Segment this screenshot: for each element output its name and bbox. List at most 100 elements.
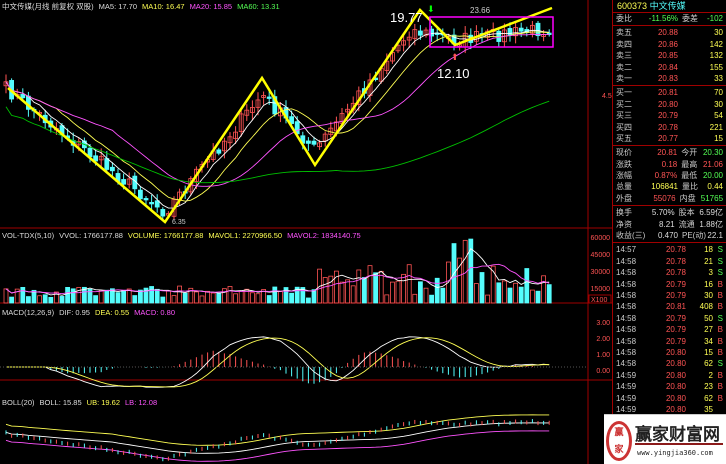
vvol-label: VVOL: 1766177.88 <box>59 231 123 240</box>
tick-row-cell: 14:58 <box>616 336 637 346</box>
weicha-label: 委差 <box>682 14 698 23</box>
vol-header: VOL-TDX(5,10) VVOL: 1766177.88 VOLUME: 176… <box>2 231 366 240</box>
fundamental-row-cell: PE(动) <box>682 231 706 241</box>
stat-row: 现价 20.81 今开 20.30 <box>613 147 726 158</box>
dea-line <box>6 337 550 388</box>
fundamental-row-cell: 5.70% <box>651 208 675 218</box>
tick-row-cell: 20.79 <box>665 325 686 335</box>
volume-bar <box>70 288 76 304</box>
tick-row: 14:58 20.79 34 B <box>613 336 726 347</box>
stat-row: 外盘 55076 内盘 51765 <box>613 193 726 204</box>
volume-bar <box>501 280 507 304</box>
volume-bar <box>182 292 188 304</box>
volume-bar <box>98 290 104 304</box>
volume-bar <box>233 293 239 304</box>
candle-down <box>507 28 513 36</box>
mavol2-line <box>5 263 550 295</box>
weibi-row: 委比 -11.56% 委差 -102 <box>613 13 726 24</box>
tick-row-cell: 15 <box>704 347 713 357</box>
fundamental-row-cell: 净资 <box>616 219 632 229</box>
fundamental-row-cell: 6.59亿 <box>699 208 723 218</box>
volume-axis-tick: 30000 <box>591 269 611 276</box>
buy-level-cell: 买四 <box>616 122 632 132</box>
macd-axis-tick: 0.00 <box>596 368 610 375</box>
volume-bar <box>445 261 451 304</box>
candle-down <box>305 140 311 144</box>
volume-bar <box>132 295 138 304</box>
volume-unit-box <box>588 294 612 304</box>
volume-bar <box>384 294 390 304</box>
volume-bar <box>524 268 530 304</box>
brand-name: 赢家财富网 <box>635 425 720 444</box>
tick-row: 14:58 20.78 21 S <box>613 256 726 267</box>
stock-title[interactable]: 600373 中文传媒 <box>613 0 726 13</box>
tick-row: 14:59 20.80 2 B <box>613 370 726 381</box>
tick-row-cell: 14:59 <box>616 370 637 380</box>
macd-axis-tick: 3.00 <box>596 320 610 327</box>
volume-bar <box>137 289 143 304</box>
volume-bar <box>165 290 171 304</box>
high-label: 19.77 <box>390 10 423 25</box>
tick-row: 14:59 20.80 23 B <box>613 381 726 392</box>
tick-row-cell: 34 <box>704 336 713 346</box>
buy-level-cell: 20.79 <box>657 111 678 121</box>
tick-row-cell: 14:58 <box>616 268 637 278</box>
stat-row-cell: 106841 <box>651 182 678 192</box>
volume-label: VOLUME: 1766177.88 <box>127 231 204 240</box>
candle-up <box>227 136 233 144</box>
stat-row: 涨跌 0.18 最高 21.06 <box>613 159 726 170</box>
candle-down <box>518 27 524 32</box>
candle-down <box>266 96 272 99</box>
sell-level-cell: 卖五 <box>616 28 632 38</box>
buy-level-cell: 20.78 <box>657 122 678 132</box>
stat-row-cell: 涨幅 <box>616 171 632 181</box>
fundamental-row-cell: 0.470 <box>657 231 678 241</box>
tick-row-cell: 14:59 <box>616 393 637 403</box>
volume-bar <box>546 284 552 304</box>
volume-bar <box>104 289 110 304</box>
volume-bar <box>65 287 70 304</box>
mavol2-label: MAVOL2: 1834140.75 <box>287 231 361 240</box>
tick-row-cell: 3 <box>708 268 713 278</box>
stat-row-cell: 20.00 <box>702 171 724 181</box>
fundamental-row-cell: 8.21 <box>659 219 675 229</box>
tick-row-cell: 20.80 <box>665 347 686 357</box>
sell-level: 卖五 20.88 30 <box>613 27 726 38</box>
tick-row-cell: B <box>717 325 723 335</box>
stat-row-cell: 0.87% <box>654 171 678 181</box>
tick-row-cell: 20.80 <box>665 382 686 392</box>
ma10-line <box>5 31 550 202</box>
volume-bar <box>339 281 345 304</box>
boll-name: BOLL(20) <box>2 398 35 407</box>
candle-down <box>216 149 222 154</box>
tick-row-cell: 18 <box>704 245 713 255</box>
candle-down <box>160 209 166 217</box>
volume-bar <box>401 273 407 304</box>
tick-row-cell: 20.80 <box>665 404 686 414</box>
tick-row-cell: 20.80 <box>665 359 686 369</box>
candle-down <box>121 179 126 185</box>
zigzag-trendline <box>7 6 553 224</box>
macd-axis-tick: 1.00 <box>596 352 610 359</box>
fundamental-row: 换手 5.70% 股本 6.59亿 <box>613 207 726 218</box>
tick-row-cell: B <box>717 290 723 300</box>
tick-row: 14:58 20.79 30 B <box>613 290 726 301</box>
stat-row-cell: 20.81 <box>657 148 678 158</box>
stock-name: 中文传媒 <box>649 1 686 11</box>
tick-row-cell: B <box>717 279 723 289</box>
volume-bar <box>389 281 395 304</box>
sell-level-cell: 卖二 <box>616 62 632 72</box>
tick-row-cell: 21 <box>704 256 713 266</box>
volume-bar <box>177 285 183 304</box>
tick-row-cell: 20.80 <box>665 370 686 380</box>
buy-level-cell: 30 <box>714 99 723 109</box>
candle-up <box>255 99 261 108</box>
candle-up <box>406 36 412 41</box>
sell-level-cell: 155 <box>709 62 723 72</box>
tick-row-cell: 14:58 <box>616 279 637 289</box>
volume-bar <box>373 272 379 304</box>
macd-label: MACD: 0.80 <box>134 308 176 317</box>
kline-chart[interactable]: ⬇ ⬆ 19.77 12.10 23.66 6.35 4.51 60000 45000 30000… <box>0 0 612 464</box>
volume-bar <box>82 286 87 304</box>
sell-level: 卖二 20.84 155 <box>613 62 726 73</box>
